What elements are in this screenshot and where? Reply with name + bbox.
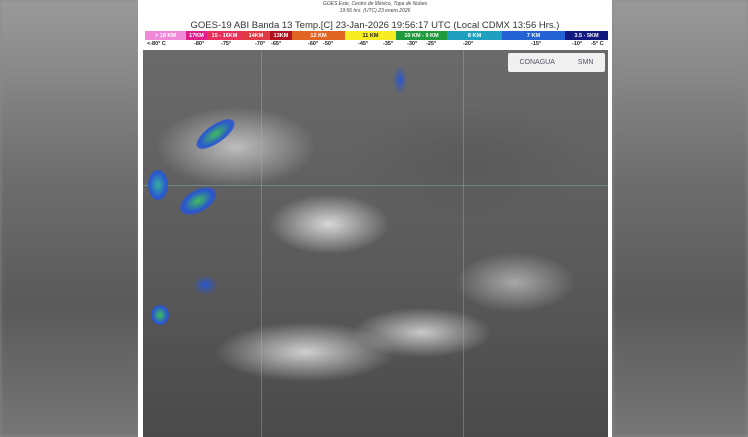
legend-segment: 8 KM bbox=[447, 31, 502, 40]
satellite-image-frame: GOES Este, Centro de México, Topa de Nub… bbox=[138, 0, 612, 437]
blurred-background-right bbox=[612, 0, 748, 437]
legend-segment: 12 KM bbox=[292, 31, 345, 40]
storm-cell bbox=[193, 275, 218, 295]
agency-logos: CONAGUA SMN bbox=[508, 53, 605, 72]
storm-cell bbox=[175, 181, 221, 221]
temperature-label: -45° bbox=[358, 41, 369, 47]
temperature-label: -80° bbox=[194, 41, 205, 47]
legend-segment: 10 KM - 9 KM bbox=[396, 31, 447, 40]
legend-segment: 7 KM bbox=[502, 31, 565, 40]
temperature-label: -75° bbox=[221, 41, 232, 47]
temperature-label: -65° bbox=[271, 41, 282, 47]
smn-logo: SMN bbox=[577, 59, 594, 66]
legend-segment: 11 KM bbox=[345, 31, 396, 40]
temperature-label: -25° bbox=[426, 41, 437, 47]
temperature-label: -60° bbox=[308, 41, 319, 47]
temperature-label: -30° bbox=[407, 41, 418, 47]
temperature-label: -70° bbox=[255, 41, 266, 47]
temperature-label: -20° bbox=[463, 41, 474, 47]
longitude-line bbox=[261, 50, 262, 437]
storm-cell bbox=[393, 65, 407, 95]
cloud-top-color-legend: > 18 KM 17KM 15 - 16KM 14KM 13KM 12 KM 11 KM 10… bbox=[145, 31, 608, 40]
temperature-label: <-80° C bbox=[147, 41, 166, 47]
legend-segment: 17KM bbox=[186, 31, 207, 40]
blurred-background-left bbox=[0, 0, 140, 437]
storm-cell bbox=[148, 170, 168, 200]
storm-cell bbox=[151, 305, 169, 325]
legend-segment: 15 - 16KM bbox=[207, 31, 242, 40]
conagua-logo: CONAGUA bbox=[519, 59, 555, 66]
temperature-label: -5° C bbox=[591, 41, 604, 47]
temperature-label: -35° bbox=[383, 41, 394, 47]
temperature-label: -15° bbox=[531, 41, 542, 47]
latitude-line bbox=[143, 185, 608, 186]
legend-segment: 13KM bbox=[270, 31, 292, 40]
longitude-line bbox=[463, 50, 464, 437]
satellite-map: CONAGUA SMN bbox=[143, 50, 608, 437]
temperature-label: -10° bbox=[572, 41, 583, 47]
legend-segment: 3.5 - 5KM bbox=[565, 31, 608, 40]
temperature-scale: <-80° C -80° -75° -70° -65° -60° -50° -45° -35° -… bbox=[145, 41, 608, 50]
legend-segment: > 18 KM bbox=[145, 31, 186, 40]
temperature-label: -50° bbox=[323, 41, 334, 47]
legend-segment: 14KM bbox=[242, 31, 270, 40]
image-title: GOES-19 ABI Banda 13 Temp.[C] 23-Jan-202… bbox=[190, 20, 560, 31]
subtitle-line-1: GOES Este, Centro de México, Topa de Nub… bbox=[322, 1, 428, 7]
subtitle-line-2: 19:56 hrs. (UTC) 23 enero 2026 bbox=[339, 8, 411, 14]
storm-cell bbox=[191, 113, 240, 155]
